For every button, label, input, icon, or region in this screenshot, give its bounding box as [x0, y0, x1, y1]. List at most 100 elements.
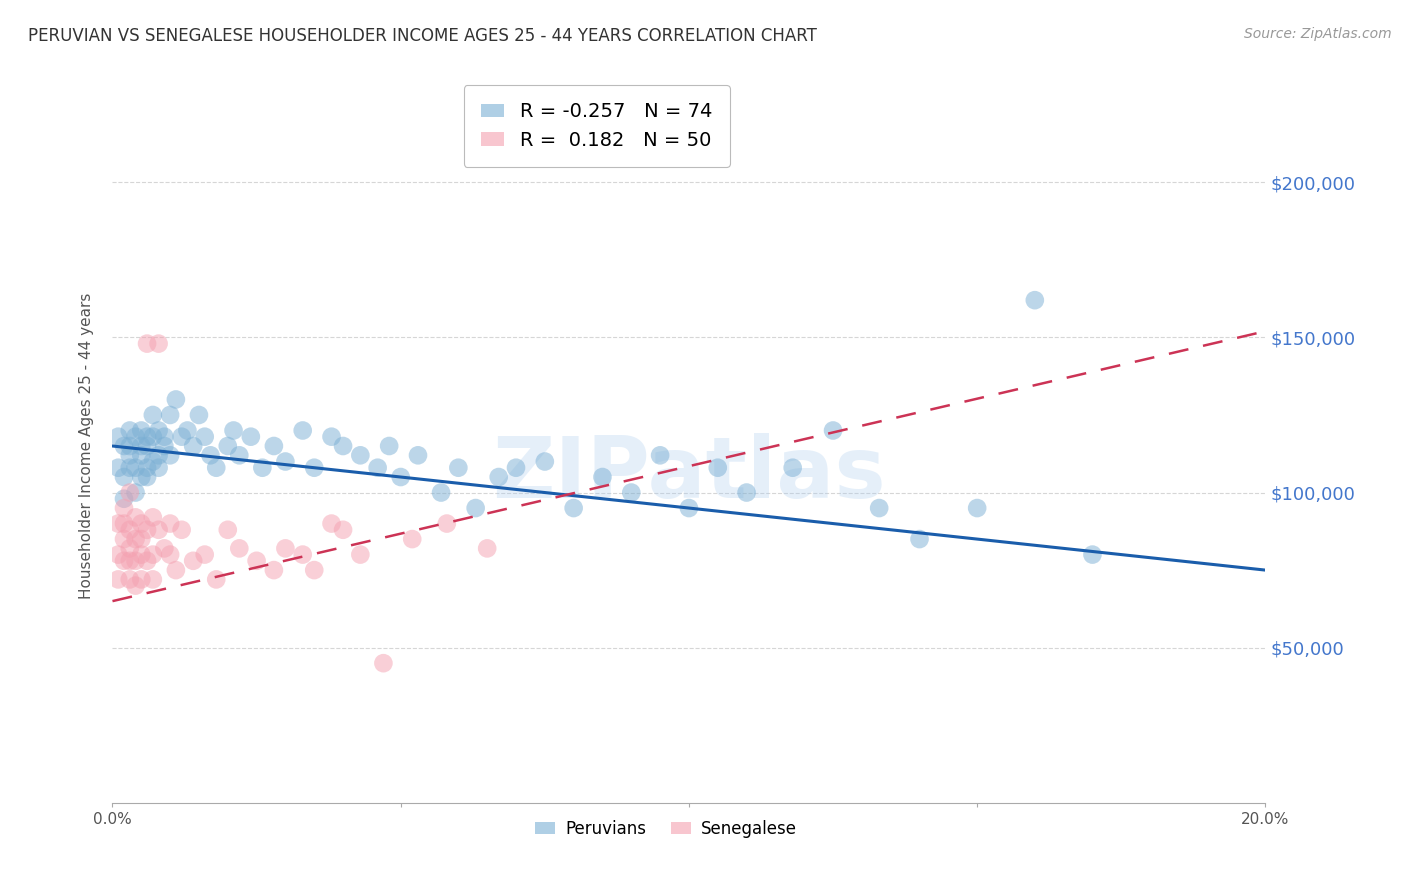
- Point: [228, 448, 250, 462]
- Text: PERUVIAN VS SENEGALESE HOUSEHOLDER INCOME AGES 25 - 44 YEARS CORRELATION CHART: PERUVIAN VS SENEGALESE HOUSEHOLDER INCOM…: [28, 27, 817, 45]
- Point: [153, 430, 176, 444]
- Point: [129, 424, 153, 438]
- Point: [252, 460, 274, 475]
- Point: [112, 491, 135, 506]
- Point: [367, 460, 389, 475]
- Point: [228, 541, 250, 556]
- Point: [1024, 293, 1046, 308]
- Point: [205, 460, 228, 475]
- Point: [159, 516, 181, 531]
- Point: [129, 470, 153, 484]
- Point: [349, 448, 371, 462]
- Point: [291, 548, 314, 562]
- Point: [291, 424, 314, 438]
- Point: [159, 408, 181, 422]
- Point: [107, 573, 129, 587]
- Point: [475, 541, 499, 556]
- Point: [124, 532, 146, 546]
- Point: [107, 460, 129, 475]
- Point: [112, 439, 135, 453]
- Point: [118, 485, 141, 500]
- Point: [401, 532, 423, 546]
- Point: [966, 501, 988, 516]
- Point: [107, 548, 129, 562]
- Point: [332, 439, 354, 453]
- Point: [112, 532, 135, 546]
- Point: [148, 460, 170, 475]
- Point: [181, 554, 204, 568]
- Text: ZIPatlas: ZIPatlas: [492, 433, 886, 516]
- Point: [274, 454, 297, 468]
- Point: [124, 485, 146, 500]
- Point: [194, 430, 217, 444]
- Point: [534, 454, 557, 468]
- Point: [112, 516, 135, 531]
- Point: [592, 470, 614, 484]
- Point: [908, 532, 931, 546]
- Point: [505, 460, 527, 475]
- Point: [165, 563, 187, 577]
- Point: [142, 454, 165, 468]
- Point: [142, 548, 165, 562]
- Point: [321, 516, 343, 531]
- Point: [447, 460, 470, 475]
- Y-axis label: Householder Income Ages 25 - 44 years: Householder Income Ages 25 - 44 years: [79, 293, 94, 599]
- Point: [200, 448, 222, 462]
- Point: [148, 424, 170, 438]
- Point: [142, 430, 165, 444]
- Point: [148, 523, 170, 537]
- Point: [430, 485, 453, 500]
- Point: [735, 485, 758, 500]
- Point: [378, 439, 401, 453]
- Point: [263, 439, 285, 453]
- Point: [107, 430, 129, 444]
- Point: [153, 541, 176, 556]
- Point: [129, 548, 153, 562]
- Point: [129, 532, 153, 546]
- Point: [118, 460, 141, 475]
- Point: [118, 424, 141, 438]
- Point: [304, 563, 326, 577]
- Point: [118, 573, 141, 587]
- Point: [124, 460, 146, 475]
- Point: [159, 448, 181, 462]
- Point: [188, 408, 211, 422]
- Point: [136, 336, 159, 351]
- Point: [650, 448, 672, 462]
- Point: [136, 430, 159, 444]
- Point: [707, 460, 730, 475]
- Point: [124, 510, 146, 524]
- Point: [129, 573, 153, 587]
- Point: [246, 554, 269, 568]
- Point: [112, 554, 135, 568]
- Point: [148, 448, 170, 462]
- Text: Source: ZipAtlas.com: Source: ZipAtlas.com: [1244, 27, 1392, 41]
- Point: [217, 439, 239, 453]
- Point: [620, 485, 643, 500]
- Point: [464, 501, 486, 516]
- Point: [349, 548, 371, 562]
- Point: [239, 430, 262, 444]
- Point: [136, 554, 159, 568]
- Point: [332, 523, 354, 537]
- Point: [124, 554, 146, 568]
- Point: [274, 541, 297, 556]
- Point: [136, 523, 159, 537]
- Point: [868, 501, 890, 516]
- Point: [118, 448, 141, 462]
- Point: [194, 548, 217, 562]
- Point: [170, 430, 193, 444]
- Point: [436, 516, 458, 531]
- Point: [678, 501, 700, 516]
- Point: [142, 408, 165, 422]
- Point: [148, 336, 170, 351]
- Point: [389, 470, 412, 484]
- Point: [124, 579, 146, 593]
- Point: [321, 430, 343, 444]
- Point: [176, 424, 198, 438]
- Point: [406, 448, 429, 462]
- Point: [165, 392, 187, 407]
- Point: [118, 541, 141, 556]
- Point: [142, 510, 165, 524]
- Point: [488, 470, 510, 484]
